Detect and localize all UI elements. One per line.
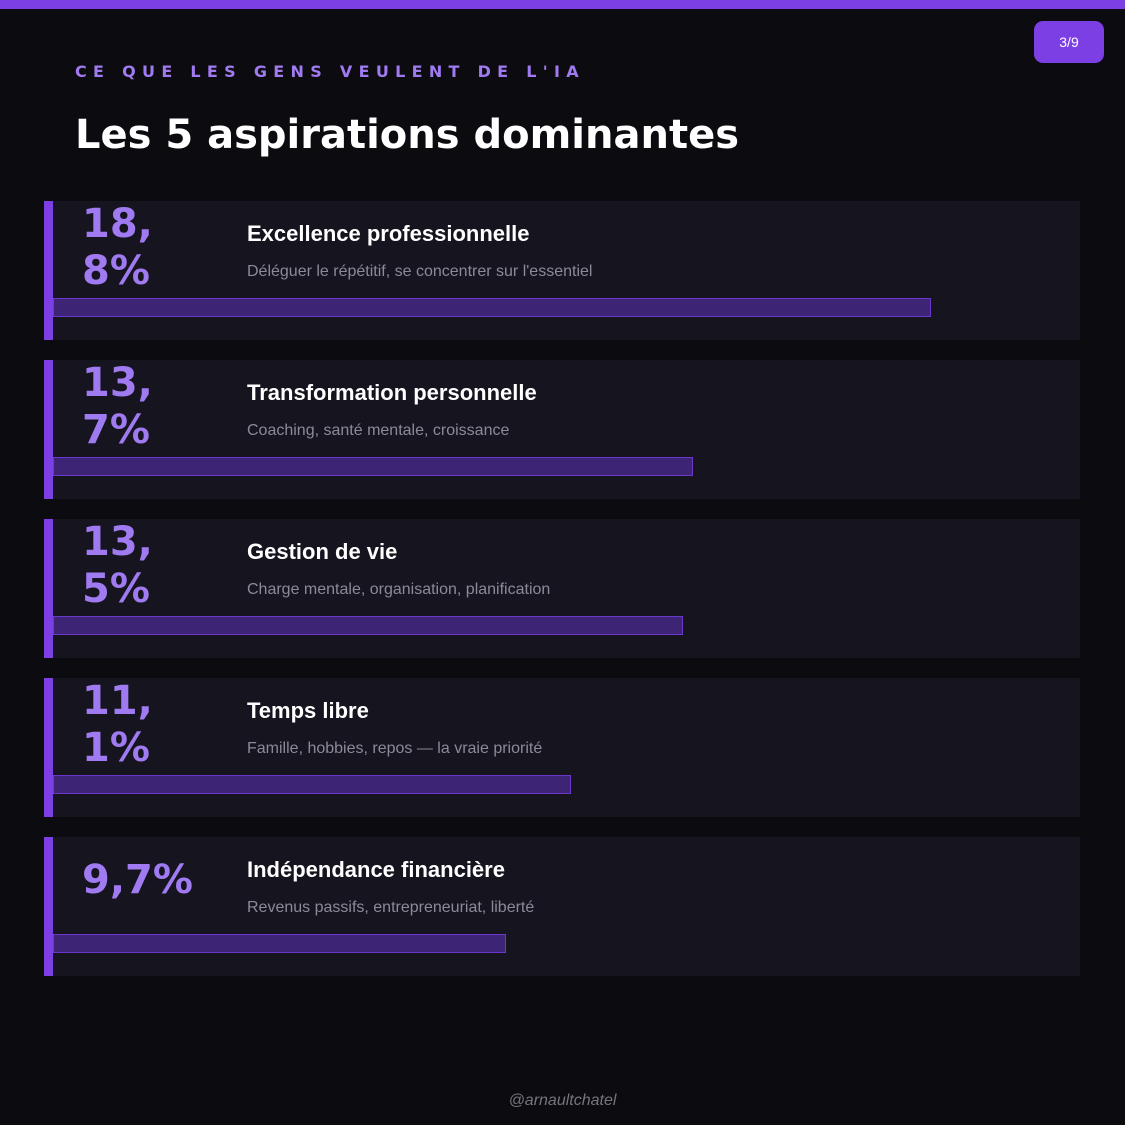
bar-track (53, 775, 1080, 794)
row-accent-bar (44, 519, 53, 658)
aspiration-label: Excellence professionnelle (247, 221, 530, 246)
aspiration-percentage: 13,7% (82, 360, 153, 453)
page-indicator-badge: 3/9 (1034, 21, 1104, 63)
aspiration-row: 9,7% Indépendance financière Revenus pas… (44, 837, 1080, 976)
aspiration-description: Coaching, santé mentale, croissance (247, 422, 510, 439)
aspiration-bar (53, 616, 684, 635)
aspiration-bar (53, 457, 693, 476)
aspiration-label: Temps libre (247, 698, 369, 723)
aspiration-label: Indépendance financière (247, 857, 505, 882)
aspirations-bar-chart: 18,8% Excellence professionnelle Délégue… (44, 201, 1080, 996)
row-accent-bar (44, 837, 53, 976)
aspiration-description: Revenus passifs, entrepreneuriat, libert… (247, 899, 535, 916)
aspiration-percentage: 9,7% (82, 857, 193, 903)
aspiration-label: Transformation personnelle (247, 380, 537, 405)
aspiration-description: Charge mentale, organisation, planificat… (247, 581, 551, 598)
row-accent-bar (44, 678, 53, 817)
aspiration-bar (53, 934, 506, 953)
aspiration-description: Famille, hobbies, repos — la vraie prior… (247, 740, 543, 757)
aspiration-label: Gestion de vie (247, 539, 398, 564)
aspiration-percentage: 13,5% (82, 519, 153, 612)
aspiration-row: 11,1% Temps libre Famille, hobbies, repo… (44, 678, 1080, 817)
bar-track (53, 298, 1080, 317)
aspiration-row: 13,7% Transformation personnelle Coachin… (44, 360, 1080, 499)
bar-track (53, 934, 1080, 953)
page-title: Les 5 aspirations dominantes (75, 112, 740, 158)
row-accent-bar (44, 201, 53, 340)
aspiration-percentage: 18,8% (82, 201, 153, 294)
section-kicker: CE QUE LES GENS VEULENT DE L'IA (75, 62, 585, 81)
aspiration-row: 18,8% Excellence professionnelle Délégue… (44, 201, 1080, 340)
bar-track (53, 616, 1080, 635)
aspiration-description: Déléguer le répétitif, se concentrer sur… (247, 263, 593, 280)
aspiration-percentage: 11,1% (82, 678, 153, 771)
row-accent-bar (44, 360, 53, 499)
aspiration-bar (53, 775, 572, 794)
aspiration-bar (53, 298, 931, 317)
aspiration-row: 13,5% Gestion de vie Charge mentale, org… (44, 519, 1080, 658)
bar-track (53, 457, 1080, 476)
top-accent-stripe (0, 0, 1125, 9)
author-handle: @arnaultchatel (508, 1092, 617, 1109)
